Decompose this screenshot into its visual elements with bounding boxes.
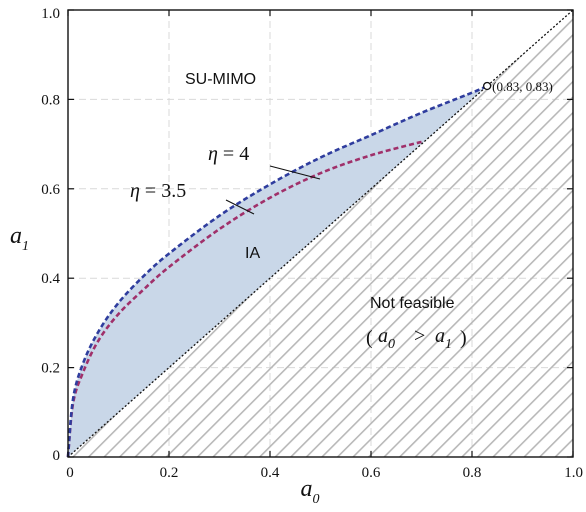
svg-text:η = 4: η = 4	[208, 143, 249, 165]
x-tick-label: 0.2	[160, 465, 179, 481]
x-tick-label: 0.6	[362, 465, 381, 481]
series-line-eta-4	[66, 84, 488, 458]
ia-label: IA	[245, 245, 260, 262]
svg-text:a1: a1	[435, 325, 452, 352]
svg-text:>: >	[414, 325, 425, 347]
y-tick-label: 0.6	[41, 182, 60, 198]
x-tick-label: 1.0	[564, 465, 583, 481]
diagonal-reference-line	[67, 9, 574, 458]
x-tick-label: 0.4	[261, 465, 280, 481]
plot-frame	[67, 9, 574, 458]
intersection-point-marker	[482, 81, 492, 91]
not-feasible-label: Not feasible	[370, 295, 455, 312]
svg-text:a0: a0	[378, 325, 395, 352]
x-tick-label: 0	[66, 465, 74, 481]
y-tick-label: 0.2	[41, 361, 60, 377]
y-tick-label: 0.4	[41, 271, 60, 287]
y-tick-label: 0	[53, 448, 61, 464]
y-tick-label: 1.0	[41, 6, 60, 22]
intersection-point-label: (0.83, 0.83)	[492, 79, 553, 94]
svg-text:(: (	[366, 327, 373, 349]
x-axis-label: a0	[301, 476, 320, 507]
y-tick-label: 0.8	[41, 92, 60, 108]
svg-text:): )	[460, 327, 467, 349]
not-feasible-condition: ( a0 > a1 )	[366, 325, 467, 352]
y-axis-label: a1	[10, 223, 29, 254]
ia-feasible-region	[68, 85, 488, 457]
eta-4-annotation: η = 4	[208, 143, 321, 180]
series-line-eta-3.5	[66, 140, 422, 458]
axis-ticks: 0 0.2 0.4 0.6 0.8 1.0 0 0.2 0.4 0.6 0.8 1.0	[41, 6, 583, 481]
x-tick-label: 0.8	[463, 465, 482, 481]
svg-text:η = 3.5: η = 3.5	[130, 180, 186, 202]
eta-3.5-annotation: η = 3.5	[130, 180, 255, 215]
su-mimo-label: SU-MIMO	[185, 71, 256, 88]
